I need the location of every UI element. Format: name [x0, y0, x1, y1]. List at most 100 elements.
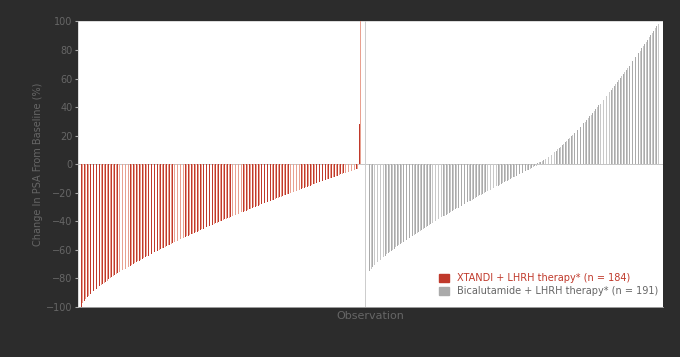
Bar: [413, 164, 415, 235]
Bar: [424, 164, 425, 228]
Bar: [461, 164, 462, 206]
Bar: [606, 96, 607, 164]
Bar: [435, 164, 436, 221]
Bar: [201, 164, 202, 230]
Bar: [653, 31, 654, 164]
Bar: [549, 156, 550, 164]
Bar: [235, 164, 236, 215]
Bar: [273, 164, 274, 200]
Bar: [99, 164, 100, 286]
Bar: [207, 164, 208, 227]
Bar: [296, 164, 297, 191]
Bar: [206, 164, 207, 227]
Bar: [397, 164, 398, 246]
Bar: [612, 88, 613, 164]
Bar: [90, 164, 91, 294]
Bar: [218, 164, 219, 222]
Bar: [345, 164, 346, 173]
Bar: [185, 164, 186, 237]
Bar: [163, 164, 164, 248]
Bar: [108, 164, 109, 280]
Bar: [162, 164, 163, 248]
Bar: [644, 44, 645, 164]
Bar: [623, 74, 624, 164]
Bar: [143, 164, 144, 258]
Bar: [353, 164, 354, 170]
Bar: [496, 164, 497, 186]
Bar: [179, 164, 180, 240]
Bar: [239, 164, 241, 213]
Bar: [241, 164, 242, 212]
Bar: [217, 164, 218, 223]
Bar: [409, 164, 410, 238]
Bar: [533, 164, 534, 167]
Bar: [192, 164, 193, 234]
Bar: [462, 164, 463, 205]
Bar: [348, 164, 349, 172]
Bar: [487, 164, 488, 191]
Bar: [359, 124, 360, 164]
Bar: [203, 164, 204, 229]
Bar: [592, 113, 593, 164]
Bar: [221, 164, 222, 221]
Bar: [209, 164, 210, 226]
Bar: [122, 164, 123, 271]
Bar: [281, 164, 282, 197]
Bar: [316, 164, 317, 183]
Bar: [563, 144, 564, 164]
Bar: [598, 105, 599, 164]
Bar: [276, 164, 277, 198]
Bar: [284, 164, 285, 195]
Bar: [438, 164, 439, 219]
Bar: [310, 164, 311, 186]
Bar: [200, 164, 201, 230]
Bar: [322, 164, 323, 181]
Bar: [594, 111, 595, 164]
Bar: [507, 164, 508, 181]
Bar: [136, 164, 137, 262]
Bar: [137, 164, 138, 261]
Bar: [583, 123, 584, 164]
Bar: [511, 164, 512, 178]
Bar: [528, 164, 529, 170]
Bar: [455, 164, 456, 209]
Bar: [374, 164, 375, 265]
Bar: [168, 164, 169, 245]
Bar: [126, 164, 127, 268]
Bar: [351, 164, 352, 171]
Bar: [116, 164, 117, 274]
Bar: [320, 164, 322, 182]
Bar: [636, 55, 637, 164]
Y-axis label: Change In PSA From Baseline (%): Change In PSA From Baseline (%): [33, 82, 44, 246]
Bar: [81, 164, 82, 307]
Bar: [655, 28, 656, 164]
Bar: [272, 164, 273, 200]
Bar: [189, 164, 190, 235]
Bar: [119, 164, 120, 272]
Bar: [224, 164, 225, 220]
Bar: [223, 164, 224, 220]
Bar: [294, 164, 295, 191]
Bar: [157, 164, 158, 251]
Bar: [403, 164, 404, 242]
Bar: [580, 127, 581, 164]
Bar: [415, 164, 416, 234]
Bar: [647, 40, 648, 164]
Bar: [581, 125, 583, 164]
Bar: [245, 164, 247, 211]
Bar: [609, 92, 610, 164]
Bar: [525, 164, 526, 171]
Bar: [96, 164, 97, 289]
Bar: [484, 164, 485, 193]
Bar: [398, 164, 399, 245]
Legend: XTANDI + LHRH therapy* (n = 184), Bicalutamide + LHRH therapy* (n = 191): XTANDI + LHRH therapy* (n = 184), Bicalu…: [439, 273, 658, 296]
Bar: [314, 164, 316, 184]
Bar: [244, 164, 245, 211]
Bar: [640, 51, 641, 164]
Bar: [151, 164, 152, 254]
Bar: [412, 164, 413, 236]
Bar: [656, 26, 658, 164]
Bar: [249, 164, 250, 209]
Bar: [104, 164, 105, 283]
Bar: [252, 164, 253, 208]
